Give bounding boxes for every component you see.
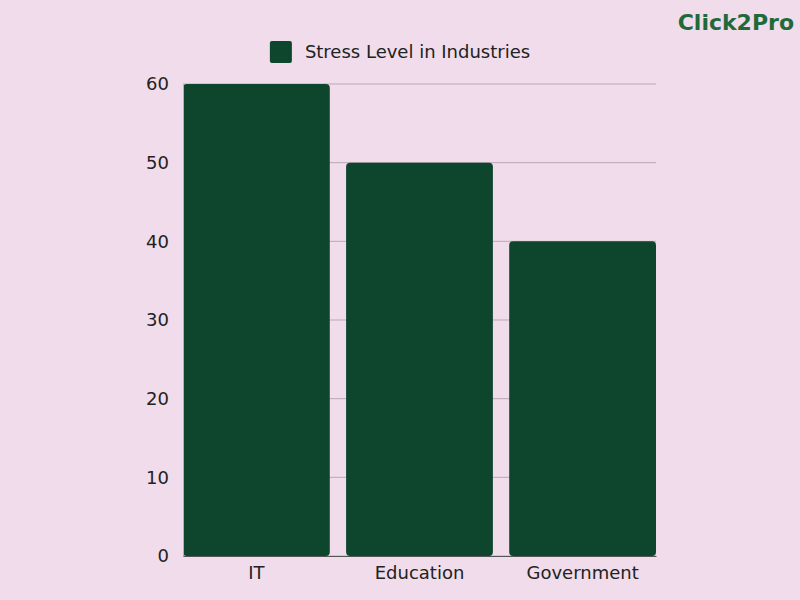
- plot: 0 10 20 30 40 50 60 IT Education Government: [146, 73, 656, 583]
- x-tick: IT: [248, 556, 265, 583]
- background: [0, 0, 800, 600]
- x-tick-label: IT: [248, 562, 265, 583]
- bar: [183, 84, 330, 556]
- x-axis-line: [184, 556, 657, 557]
- y-tick: 60: [146, 73, 183, 94]
- y-tick-label: 20: [146, 388, 169, 409]
- x-tick: Education: [375, 556, 465, 583]
- y-tick-label: 10: [146, 467, 169, 488]
- bar: [509, 241, 656, 556]
- y-tick: 0: [158, 545, 183, 566]
- y-tick-label: 0: [158, 545, 169, 566]
- x-axis: IT Education Government: [184, 556, 657, 583]
- x-tick-label: Government: [526, 562, 638, 583]
- x-tick-label: Education: [375, 562, 465, 583]
- y-tick-label: 40: [146, 231, 169, 252]
- x-tick: Government: [526, 556, 638, 583]
- chart: 0 10 20 30 40 50 60 IT Education Government Stress…: [0, 0, 800, 600]
- y-axis: 0 10 20 30 40 50 60: [146, 73, 183, 566]
- y-tick-label: 60: [146, 73, 169, 94]
- y-tick: 50: [146, 152, 183, 173]
- legend-swatch: [270, 41, 292, 63]
- annotation: Click2Pro: [678, 10, 794, 35]
- bar: [346, 163, 493, 556]
- grid: [183, 84, 656, 556]
- y-tick: 20: [146, 388, 183, 409]
- legend-label: Stress Level in Industries: [305, 41, 530, 62]
- y-tick: 10: [146, 467, 183, 488]
- legend-item: Stress Level in Industries: [270, 41, 530, 63]
- y-tick: 40: [146, 231, 183, 252]
- bars: [183, 84, 656, 556]
- y-axis-line: [183, 85, 184, 557]
- y-tick-label: 30: [146, 309, 169, 330]
- y-tick: 30: [146, 309, 183, 330]
- y-tick-label: 50: [146, 152, 169, 173]
- legend: Stress Level in Industries: [270, 41, 530, 63]
